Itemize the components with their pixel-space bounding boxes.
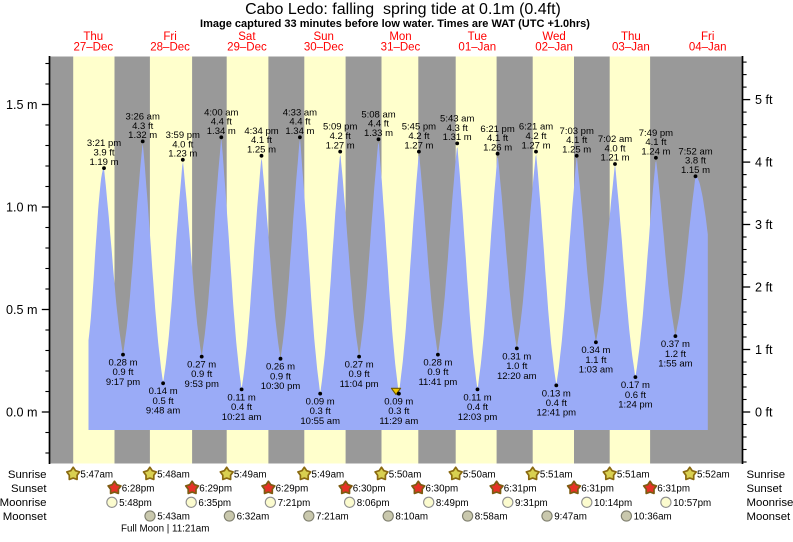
svg-text:6:31pm: 6:31pm xyxy=(504,484,537,495)
svg-text:3 ft: 3 ft xyxy=(755,218,773,232)
svg-text:27–Dec: 27–Dec xyxy=(73,42,113,54)
svg-text:1.31 m: 1.31 m xyxy=(443,132,472,143)
svg-text:12:20 am: 12:20 am xyxy=(497,371,537,382)
svg-text:8:06pm: 8:06pm xyxy=(357,498,390,509)
svg-text:6:35pm: 6:35pm xyxy=(198,498,231,509)
svg-text:Cabo Ledo: falling spring tid: Cabo Ledo: falling spring tide at 0.1m (… xyxy=(245,1,561,18)
svg-text:1.0 m: 1.0 m xyxy=(6,200,38,214)
svg-text:9:17 pm: 9:17 pm xyxy=(106,377,140,388)
svg-text:30–Dec: 30–Dec xyxy=(304,42,344,54)
svg-text:10:55 am: 10:55 am xyxy=(300,416,340,427)
svg-text:28–Dec: 28–Dec xyxy=(150,42,190,54)
svg-text:Moonrise: Moonrise xyxy=(0,497,47,509)
svg-text:Moonset: Moonset xyxy=(3,511,48,523)
svg-text:0 ft: 0 ft xyxy=(755,405,773,419)
svg-text:10:30 pm: 10:30 pm xyxy=(261,381,301,392)
svg-text:5:48am: 5:48am xyxy=(157,470,190,481)
svg-text:9:48 am: 9:48 am xyxy=(146,406,180,417)
svg-text:Sunrise: Sunrise xyxy=(747,469,786,481)
svg-text:10:14pm: 10:14pm xyxy=(594,498,632,509)
svg-text:7:21pm: 7:21pm xyxy=(278,498,311,509)
svg-text:7:21am: 7:21am xyxy=(316,512,349,523)
svg-text:6:28pm: 6:28pm xyxy=(122,484,155,495)
svg-text:10:36am: 10:36am xyxy=(634,512,672,523)
svg-text:11:29 am: 11:29 am xyxy=(379,416,418,427)
svg-text:Image captured 33 minutes befo: Image captured 33 minutes before low wat… xyxy=(200,18,590,30)
svg-text:1.27 m: 1.27 m xyxy=(404,140,433,151)
svg-text:5:50am: 5:50am xyxy=(389,470,422,481)
svg-text:6:29pm: 6:29pm xyxy=(199,484,232,495)
svg-text:6:31pm: 6:31pm xyxy=(581,484,614,495)
svg-text:1.23 m: 1.23 m xyxy=(168,149,197,160)
svg-text:6:29pm: 6:29pm xyxy=(276,484,309,495)
svg-text:0.5 m: 0.5 m xyxy=(6,303,38,317)
svg-text:11:41 pm: 11:41 pm xyxy=(418,377,457,388)
svg-text:10:57pm: 10:57pm xyxy=(673,498,711,509)
svg-text:1:55 am: 1:55 am xyxy=(658,358,692,369)
svg-text:01–Jan: 01–Jan xyxy=(458,42,496,54)
svg-text:12:41 pm: 12:41 pm xyxy=(536,408,576,419)
svg-text:9:31pm: 9:31pm xyxy=(515,498,548,509)
svg-text:5:47am: 5:47am xyxy=(80,470,113,481)
svg-text:8:49pm: 8:49pm xyxy=(436,498,469,509)
svg-text:Moonrise: Moonrise xyxy=(747,497,793,509)
svg-text:1.26 m: 1.26 m xyxy=(483,142,512,153)
svg-text:Moonset: Moonset xyxy=(747,511,792,523)
svg-text:1:03 am: 1:03 am xyxy=(579,365,613,376)
svg-text:5:52am: 5:52am xyxy=(697,470,730,481)
svg-text:04–Jan: 04–Jan xyxy=(689,42,727,54)
svg-text:29–Dec: 29–Dec xyxy=(227,42,267,54)
svg-text:31–Dec: 31–Dec xyxy=(381,42,421,54)
svg-text:03–Jan: 03–Jan xyxy=(612,42,650,54)
svg-text:Sunrise: Sunrise xyxy=(8,469,47,481)
svg-text:8:58am: 8:58am xyxy=(475,512,508,523)
svg-text:1:24 pm: 1:24 pm xyxy=(618,399,652,410)
svg-text:9:53 pm: 9:53 pm xyxy=(185,379,219,390)
svg-text:4 ft: 4 ft xyxy=(755,155,773,169)
svg-text:6:30pm: 6:30pm xyxy=(353,484,386,495)
svg-text:11:04 pm: 11:04 pm xyxy=(340,379,379,390)
svg-text:6:31pm: 6:31pm xyxy=(657,484,690,495)
svg-text:02–Jan: 02–Jan xyxy=(535,42,573,54)
svg-text:5:49am: 5:49am xyxy=(234,470,267,481)
svg-text:1.15 m: 1.15 m xyxy=(681,165,710,176)
svg-text:1.27 m: 1.27 m xyxy=(326,140,355,151)
svg-text:1.24 m: 1.24 m xyxy=(641,147,670,158)
svg-text:1.34 m: 1.34 m xyxy=(207,126,236,137)
svg-text:1.25 m: 1.25 m xyxy=(562,145,591,156)
svg-text:10:21 am: 10:21 am xyxy=(222,412,262,423)
svg-text:0.0 m: 0.0 m xyxy=(6,405,38,419)
svg-text:5:50am: 5:50am xyxy=(463,470,496,481)
svg-text:5:49am: 5:49am xyxy=(312,470,345,481)
svg-text:Full Moon | 11:21am: Full Moon | 11:21am xyxy=(121,524,209,535)
svg-text:5:48pm: 5:48pm xyxy=(119,498,152,509)
svg-text:1.21 m: 1.21 m xyxy=(600,153,629,164)
svg-text:1.32 m: 1.32 m xyxy=(128,130,157,141)
svg-text:5 ft: 5 ft xyxy=(755,93,773,107)
svg-text:Sunset: Sunset xyxy=(747,483,783,495)
svg-text:12:03 pm: 12:03 pm xyxy=(458,412,498,423)
svg-text:9:47am: 9:47am xyxy=(554,512,587,523)
svg-text:1.5 m: 1.5 m xyxy=(6,98,38,112)
svg-text:1.34 m: 1.34 m xyxy=(285,126,314,137)
svg-text:2 ft: 2 ft xyxy=(755,280,773,294)
svg-text:Sunset: Sunset xyxy=(11,483,47,495)
svg-text:5:51am: 5:51am xyxy=(617,470,650,481)
svg-text:1 ft: 1 ft xyxy=(755,343,773,357)
svg-text:6:32am: 6:32am xyxy=(237,512,270,523)
svg-text:8:10am: 8:10am xyxy=(395,512,428,523)
svg-text:1.25 m: 1.25 m xyxy=(247,145,276,156)
svg-text:5:43am: 5:43am xyxy=(157,512,190,523)
svg-text:1.33 m: 1.33 m xyxy=(364,128,393,139)
svg-text:5:51am: 5:51am xyxy=(540,470,573,481)
svg-text:6:30pm: 6:30pm xyxy=(426,484,459,495)
svg-text:1.19 m: 1.19 m xyxy=(89,157,118,168)
svg-text:1.27 m: 1.27 m xyxy=(521,140,550,151)
